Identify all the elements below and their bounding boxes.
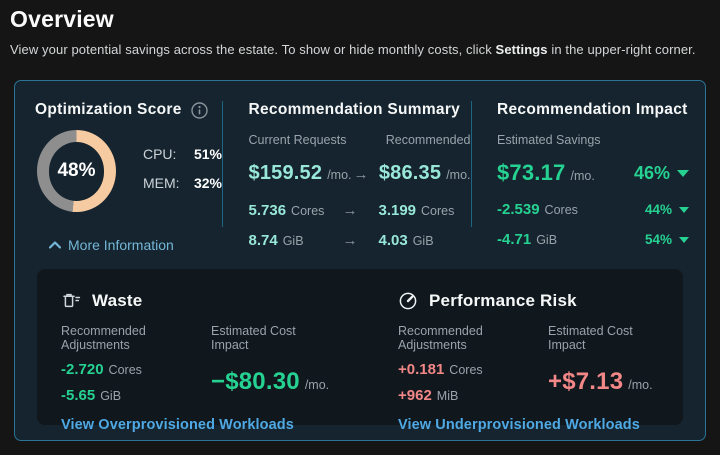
savings-cores-percent: 44% bbox=[644, 202, 672, 217]
waste-memory-unit: GiB bbox=[100, 389, 122, 403]
summary-cost-row: $159.52 /mo. → $86.35 /mo. bbox=[249, 162, 471, 185]
savings-cost-unit: /mo. bbox=[570, 169, 595, 183]
optimization-score-title: Optimization Score bbox=[35, 101, 182, 118]
more-information-label: More Information bbox=[68, 237, 174, 253]
waste-impact-value-row: −$80.30 /mo. bbox=[211, 368, 336, 396]
savings-cores-value: -2.539 bbox=[497, 201, 540, 218]
arrow-right-icon: → bbox=[353, 166, 369, 183]
subtitle-text-end: in the upper-right corner. bbox=[547, 42, 696, 57]
performance-risk-card: Performance Risk Recommended Adjustments… bbox=[346, 269, 683, 433]
score-donut-row: 48% CPU: 51% MEM: 32% bbox=[35, 130, 222, 212]
savings-memory-percent: 54% bbox=[644, 232, 672, 247]
recommendation-impact-section: Recommendation Impact Estimated Savings … bbox=[471, 101, 689, 269]
cpu-label: CPU: bbox=[142, 146, 177, 162]
gauge-icon bbox=[398, 291, 418, 311]
caret-down-icon bbox=[679, 236, 689, 243]
risk-impact-value-row: +$7.13 /mo. bbox=[548, 368, 673, 396]
waste-impact-unit: /mo. bbox=[304, 378, 330, 392]
waste-memory-adjustment: -5.65 GiB bbox=[61, 387, 211, 404]
waste-cores-value: -2.720 bbox=[61, 361, 104, 378]
risk-cores-adjustment: +0.181 Cores bbox=[398, 361, 548, 378]
impact-memory-row: -4.71 GiB 54% bbox=[497, 231, 689, 248]
waste-cores-adjustment: -2.720 Cores bbox=[61, 361, 211, 378]
chevron-up-icon bbox=[49, 241, 61, 249]
waste-title: Waste bbox=[92, 291, 143, 310]
waste-impact-label: Estimated Cost Impact bbox=[211, 324, 296, 352]
cpu-value: 51% bbox=[193, 146, 222, 162]
summary-cores-row: 5.736 Cores → 3.199 Cores bbox=[249, 202, 471, 219]
waste-adjustments-label: Recommended Adjustments bbox=[61, 324, 146, 352]
page-title: Overview bbox=[10, 6, 114, 32]
waste-risk-panel: Waste Recommended Adjustments -2.720 Cor… bbox=[37, 269, 683, 433]
summary-column-headers: Current Requests Recommended bbox=[249, 133, 471, 147]
summary-memory-row: 8.74 GiB → 4.03 GiB bbox=[249, 232, 471, 249]
waste-card: Waste Recommended Adjustments -2.720 Cor… bbox=[37, 269, 346, 433]
arrow-right-icon: → bbox=[342, 232, 358, 249]
current-cores-value: 5.736 bbox=[248, 202, 287, 219]
savings-memory-value: -4.71 bbox=[497, 231, 532, 248]
recommendation-impact-title: Recommendation Impact bbox=[497, 101, 688, 118]
current-memory-value: 8.74 bbox=[248, 232, 278, 249]
section-divider bbox=[470, 101, 471, 227]
view-underprovisioned-link[interactable]: View Underprovisioned Workloads bbox=[398, 417, 640, 433]
subtitle-settings-emphasis: Settings bbox=[495, 42, 548, 57]
view-overprovisioned-link[interactable]: View Overprovisioned Workloads bbox=[61, 417, 294, 433]
impact-cores-row: -2.539 Cores 44% bbox=[497, 201, 689, 218]
estimated-savings-label: Estimated Savings bbox=[497, 133, 601, 147]
recommended-cores-unit: Cores bbox=[421, 204, 455, 218]
current-cores-unit: Cores bbox=[291, 204, 325, 218]
recommendation-summary-title: Recommendation Summary bbox=[248, 101, 461, 118]
recommended-memory-value: 4.03 bbox=[378, 232, 408, 249]
cpu-metric: CPU: 51% bbox=[143, 146, 222, 162]
score-donut-chart: 48% bbox=[37, 130, 116, 212]
savings-memory-unit: GiB bbox=[536, 233, 558, 247]
impact-cost-row: $73.17 /mo. 46% bbox=[497, 160, 689, 186]
current-requests-header: Current Requests bbox=[248, 133, 347, 147]
caret-down-icon bbox=[677, 169, 689, 177]
waste-cores-unit: Cores bbox=[108, 363, 142, 377]
more-information-toggle[interactable]: More Information bbox=[49, 237, 222, 253]
summary-top-row: Optimization Score 48% CPU: 51% bbox=[15, 81, 705, 269]
page-subtitle: View your potential savings across the e… bbox=[10, 42, 708, 57]
mem-label: MEM: bbox=[142, 175, 180, 191]
subtitle-text: View your potential savings across the e… bbox=[10, 42, 496, 57]
current-memory-unit: GiB bbox=[282, 234, 304, 248]
recommended-cost-unit: /mo. bbox=[446, 168, 471, 182]
current-cost-value: $159.52 bbox=[248, 162, 323, 184]
risk-adjustments-label: Recommended Adjustments bbox=[398, 324, 483, 352]
recommended-memory-unit: GiB bbox=[412, 234, 434, 248]
risk-impact-value: +$7.13 bbox=[548, 368, 624, 395]
waste-impact-value: −$80.30 bbox=[211, 368, 300, 395]
score-value: 48% bbox=[57, 160, 96, 181]
waste-memory-value: -5.65 bbox=[61, 387, 96, 404]
score-metrics: CPU: 51% MEM: 32% bbox=[143, 146, 222, 191]
risk-cores-unit: Cores bbox=[449, 363, 483, 377]
savings-cost-value: $73.17 bbox=[497, 160, 566, 185]
overview-card: Optimization Score 48% CPU: 51% bbox=[14, 80, 706, 441]
current-cost-unit: /mo. bbox=[327, 168, 352, 182]
caret-down-icon bbox=[679, 206, 689, 213]
risk-cores-value: +0.181 bbox=[398, 361, 445, 378]
savings-cost-percent: 46% bbox=[633, 162, 670, 183]
savings-cores-unit: Cores bbox=[544, 203, 578, 217]
risk-memory-value: +962 bbox=[398, 387, 432, 404]
mem-metric: MEM: 32% bbox=[143, 175, 222, 191]
recommended-cores-value: 3.199 bbox=[378, 202, 417, 219]
arrow-right-icon: → bbox=[342, 202, 358, 219]
page-header: Overview View your potential savings acr… bbox=[0, 0, 720, 57]
info-icon[interactable] bbox=[190, 101, 208, 119]
risk-memory-adjustment: +962 MiB bbox=[398, 387, 548, 404]
recommended-cost-value: $86.35 bbox=[378, 162, 442, 184]
section-divider bbox=[222, 101, 223, 227]
risk-impact-unit: /mo. bbox=[628, 378, 653, 392]
mem-value: 32% bbox=[193, 175, 222, 191]
optimization-score-section: Optimization Score 48% CPU: 51% bbox=[35, 101, 222, 269]
performance-risk-title: Performance Risk bbox=[429, 291, 577, 310]
waste-trash-icon bbox=[61, 291, 81, 311]
recommended-header: Recommended bbox=[385, 133, 471, 147]
risk-memory-unit: MiB bbox=[436, 389, 459, 403]
risk-impact-label: Estimated Cost Impact bbox=[548, 324, 633, 352]
recommendation-summary-section: Recommendation Summary Current Requests … bbox=[223, 101, 471, 269]
